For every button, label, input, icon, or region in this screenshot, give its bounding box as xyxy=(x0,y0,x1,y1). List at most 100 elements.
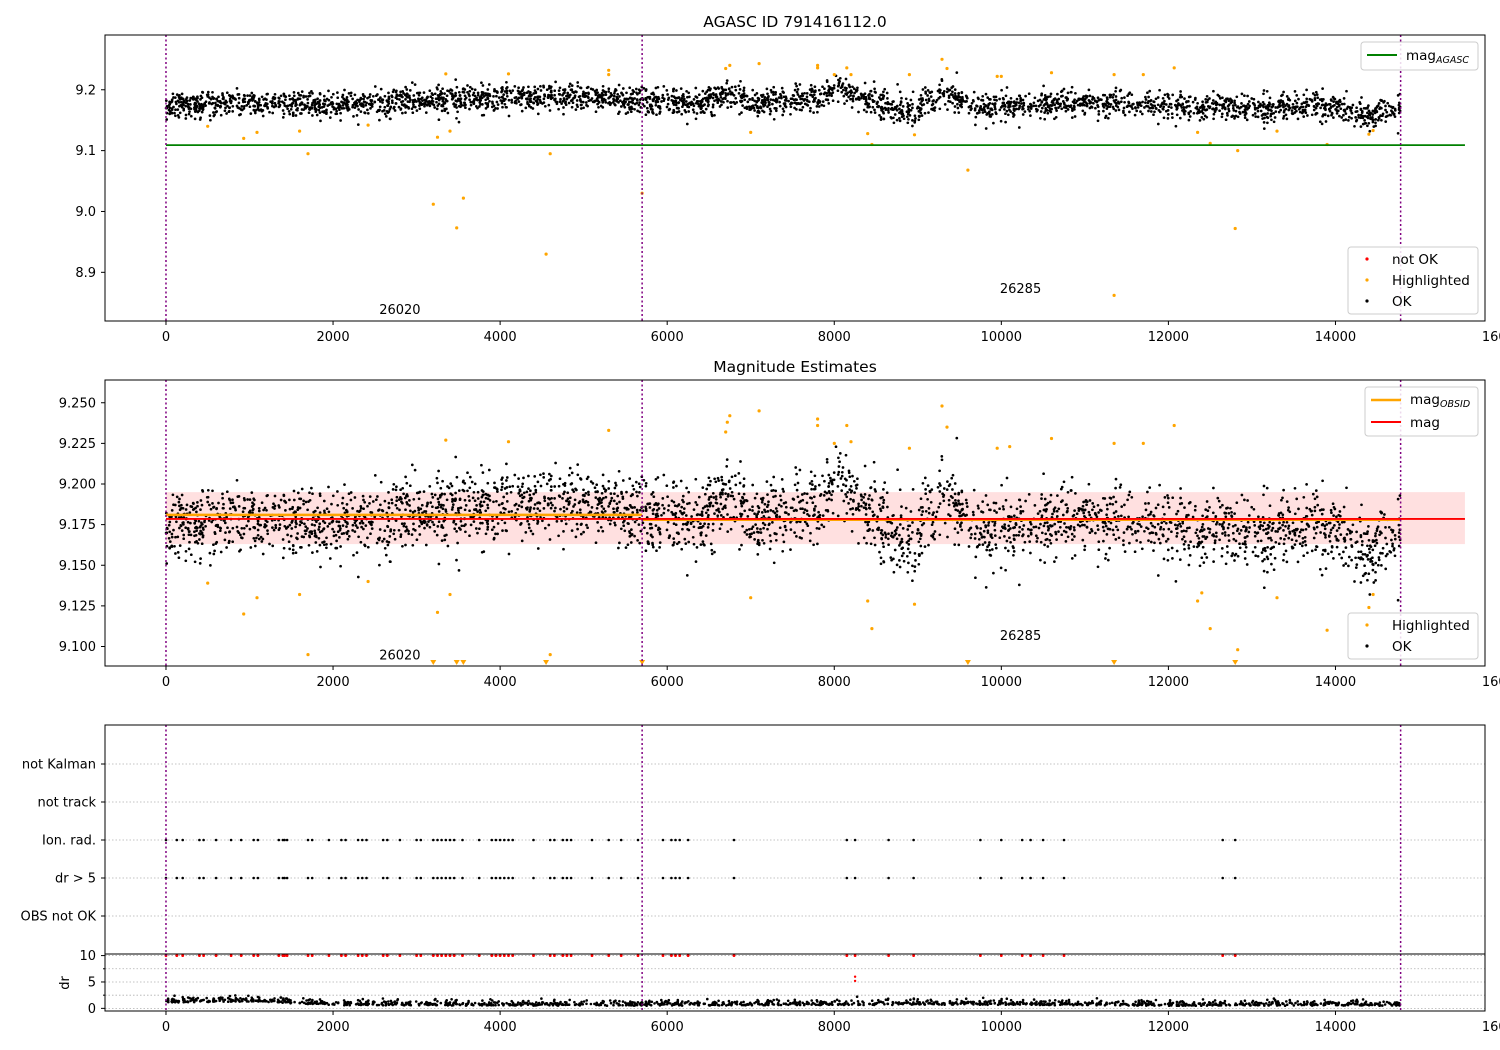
agasc-ok-point xyxy=(228,106,232,109)
agasc-ok-point xyxy=(713,113,716,117)
agasc-ok-point xyxy=(366,96,369,100)
agasc-ok-point xyxy=(707,103,710,107)
agasc-ok-point xyxy=(292,91,296,94)
agasc-ok-point xyxy=(1384,104,1387,108)
magnitude-ok-point xyxy=(378,563,381,567)
magnitude-ok-point xyxy=(637,482,641,486)
agasc-ok-point xyxy=(815,105,819,108)
magnitude-ok-point xyxy=(1377,556,1381,559)
agasc-ok-point xyxy=(308,91,311,95)
magnitude-ok-point xyxy=(1374,570,1377,574)
agasc-ok-point xyxy=(504,105,508,109)
magnitude-ok-point xyxy=(1350,558,1353,562)
magnitude-ok-point xyxy=(666,508,670,512)
agasc-ok-point xyxy=(563,88,567,91)
magnitude-ok-point xyxy=(428,485,432,488)
magnitude-ok-point xyxy=(303,522,306,526)
magnitude-ok-point xyxy=(170,509,174,512)
agasc-ok-point xyxy=(300,102,304,106)
agasc-ok-point xyxy=(895,104,899,108)
magnitude-ok-point xyxy=(872,460,876,464)
agasc-ok-point xyxy=(1286,98,1290,101)
agasc-ok-point xyxy=(214,110,218,114)
agasc-ok-point xyxy=(920,103,924,107)
magnitude-ok-point xyxy=(1044,532,1048,536)
agasc-ok-point xyxy=(1310,113,1314,117)
agasc-ok-point xyxy=(766,92,769,96)
agasc-ok-point xyxy=(961,95,964,99)
agasc-ok-point xyxy=(1295,101,1299,105)
agasc-highlighted-point xyxy=(757,62,761,66)
agasc-ok-point xyxy=(868,92,871,96)
agasc-ok-point xyxy=(765,87,769,91)
magnitude-ok-point xyxy=(1293,486,1297,490)
magnitude-ok-point xyxy=(1251,550,1255,554)
agasc-ok-point xyxy=(1337,100,1341,103)
magnitude-ok-point xyxy=(505,500,509,503)
agasc-ok-point xyxy=(1383,99,1386,103)
agasc-ok-point xyxy=(898,103,902,107)
magnitude-ok-point xyxy=(366,504,369,508)
agasc-ok-point xyxy=(691,102,695,106)
agasc-ok-point xyxy=(282,101,286,105)
agasc-ok-point xyxy=(711,105,715,109)
magnitude-ok-point xyxy=(200,503,204,507)
magnitude-ok-point xyxy=(242,526,246,530)
agasc-ok-point xyxy=(609,94,613,98)
agasc-line-legend[interactable]: magAGASC xyxy=(1360,41,1479,71)
agasc-ok-point xyxy=(1234,109,1238,113)
agasc-ok-point xyxy=(662,85,666,88)
agasc-highlighted-point xyxy=(966,168,970,172)
agasc-ok-point xyxy=(594,93,598,97)
agasc-ok-point xyxy=(1139,110,1142,113)
agasc-point-legend[interactable]: not OK Highlighted OK xyxy=(1347,246,1479,315)
agasc-ok-point xyxy=(980,108,984,112)
agasc-ok-point xyxy=(621,87,625,90)
magnitude-ok-point xyxy=(361,521,365,525)
agasc-ok-point xyxy=(1247,106,1251,110)
agasc-ok-point xyxy=(845,93,849,96)
agasc-ok-point xyxy=(354,100,358,103)
agasc-ok-point xyxy=(451,97,455,100)
magnitude-ok-point xyxy=(260,501,264,505)
agasc-highlighted-point xyxy=(749,130,753,134)
magnitude-ok-point xyxy=(621,520,625,524)
magnitude-ok-point xyxy=(304,500,308,504)
agasc-ok-point xyxy=(1297,107,1301,111)
agasc-ok-point xyxy=(415,109,419,112)
agasc-ok-point xyxy=(1074,91,1077,95)
magnitude-ok-point xyxy=(317,528,321,531)
magnitude-ok-point xyxy=(1284,524,1287,528)
agasc-ok-point xyxy=(577,95,581,99)
agasc-ok-point xyxy=(417,97,420,101)
agasc-ok-point xyxy=(1083,113,1086,116)
agasc-ok-point xyxy=(310,103,314,107)
magnitude-ok-point xyxy=(1111,502,1115,506)
agasc-ok-point xyxy=(170,107,174,110)
agasc-ok-point xyxy=(468,89,472,93)
agasc-ok-point xyxy=(1092,101,1095,105)
agasc-ok-point xyxy=(482,95,486,98)
agasc-ok-point xyxy=(446,89,449,93)
magnitude-ok-point xyxy=(351,529,354,532)
magnitude-ok-point xyxy=(539,473,542,477)
agasc-ok-point xyxy=(621,102,625,106)
agasc-ok-point xyxy=(783,99,787,102)
magnitude-ok-point xyxy=(645,531,649,535)
agasc-ok-point xyxy=(729,101,732,104)
agasc-ok-point xyxy=(1344,118,1348,121)
agasc-ok-point xyxy=(1204,108,1207,112)
magnitude-ok-point xyxy=(468,486,472,490)
magnitude-ok-point xyxy=(1040,531,1044,535)
agasc-ok-point xyxy=(378,118,381,122)
magnitude-ok-point xyxy=(1232,537,1236,541)
agasc-ok-point xyxy=(878,113,881,117)
agasc-ok-point xyxy=(393,109,397,112)
magnitude-ok-point xyxy=(1230,554,1234,558)
agasc-ok-point xyxy=(509,91,513,95)
agasc-ok-point xyxy=(507,98,511,102)
agasc-ok-point xyxy=(892,121,896,125)
agasc-highlighted-point xyxy=(366,123,370,127)
magnitude-ok-point xyxy=(747,527,751,531)
agasc-ok-point xyxy=(1156,103,1160,107)
